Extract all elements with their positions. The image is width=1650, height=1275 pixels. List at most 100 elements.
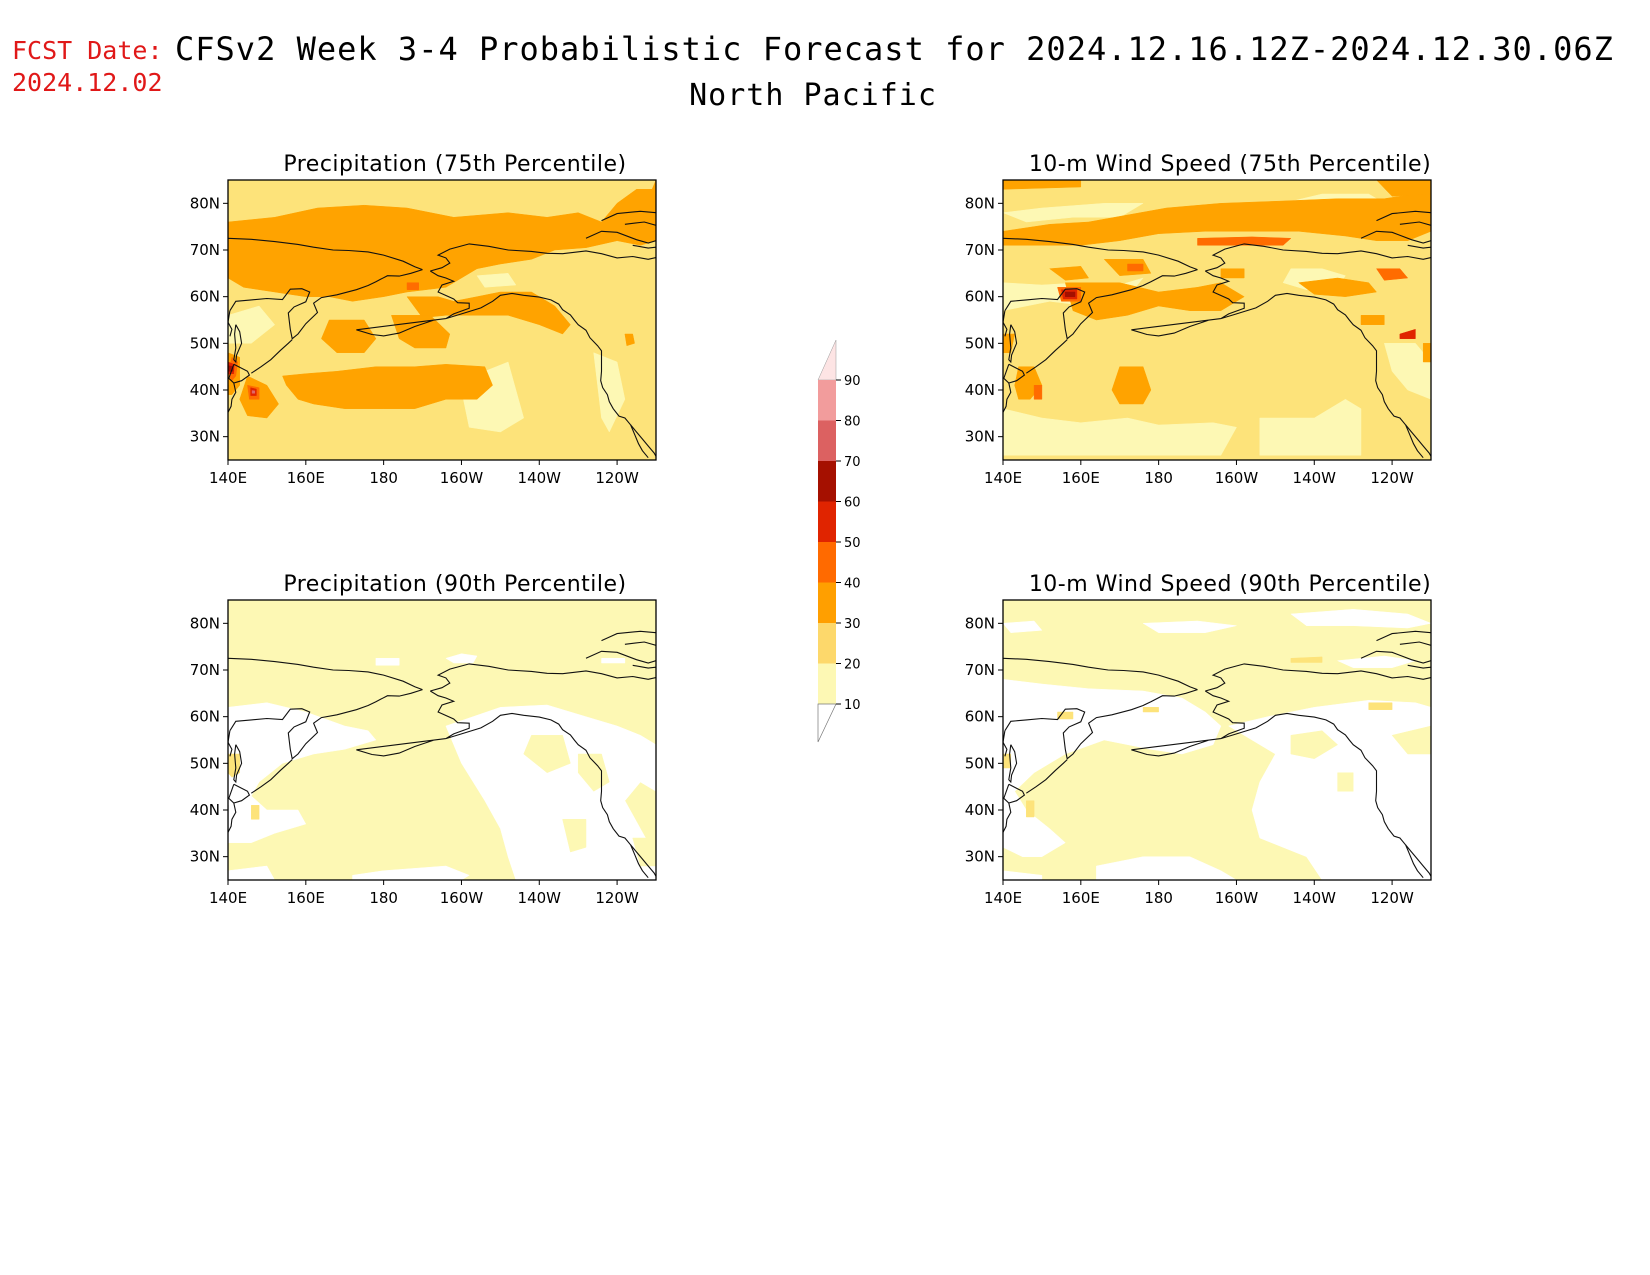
contour-patch xyxy=(1337,772,1354,792)
coastline xyxy=(228,657,423,691)
contour-patch xyxy=(375,658,400,666)
map-frame xyxy=(227,599,657,881)
contour-patch xyxy=(1391,725,1431,755)
coastline xyxy=(1131,690,1424,879)
coastline xyxy=(229,689,423,760)
map-precip-90: 80N 70N 60N 50N 40N 30N 140E 160E 180 160W 140W 120… xyxy=(190,599,657,907)
lat-tick-label: 50N xyxy=(965,754,995,772)
colorbar-swatch xyxy=(818,380,836,421)
contour-field xyxy=(1003,600,1431,880)
coastline xyxy=(228,730,233,757)
coastline xyxy=(632,664,656,669)
coastline xyxy=(1405,844,1431,877)
contour-patch xyxy=(1399,328,1416,339)
coastline xyxy=(430,663,656,692)
panel-precip-90: Precipitation (90th Percentile) 80N 70N 60… xyxy=(150,570,710,940)
coastline xyxy=(624,641,656,646)
lat-tick-label: 80N xyxy=(965,614,995,632)
lon-tick-label: 160W xyxy=(440,889,484,907)
contour-patch xyxy=(228,180,656,302)
contour-patch xyxy=(1049,266,1090,281)
map-frame xyxy=(1002,599,1432,881)
lon-tick-label: 140W xyxy=(1293,889,1337,907)
coastline xyxy=(1376,630,1431,642)
lon-tick-label: 140E xyxy=(984,889,1022,907)
contour-patch xyxy=(1360,315,1385,325)
contour-patch xyxy=(1026,800,1035,818)
panel-title: 10-m Wind Speed (75th Percentile) xyxy=(1028,152,1432,177)
lat-tick-label: 30N xyxy=(190,848,220,866)
lon-tick-label: 160E xyxy=(287,469,325,487)
coastline xyxy=(1025,339,1068,374)
coastline xyxy=(233,744,243,784)
coastline xyxy=(356,690,649,879)
panel-wind-75: 10-m Wind Speed (75th Percentile) 80N 70N… xyxy=(925,150,1485,520)
contour-patch xyxy=(251,390,256,394)
contour-patch xyxy=(476,273,517,288)
coastline xyxy=(1376,210,1431,222)
contour-patch xyxy=(1383,343,1431,400)
contour-patch xyxy=(1003,679,1222,857)
panel-wind-90: 10-m Wind Speed (90th Percentile) 80N 70N… xyxy=(925,570,1485,940)
contour-patch xyxy=(1003,203,1145,223)
lat-tick-label: 80N xyxy=(190,614,220,632)
contour-patch xyxy=(445,653,478,664)
contour-patch xyxy=(251,805,260,820)
coastline xyxy=(1131,270,1424,459)
colorbar-swatch xyxy=(818,501,836,542)
contour-patch xyxy=(282,364,493,409)
region-subtitle: North Pacific xyxy=(689,78,937,113)
colorbar-label: 40 xyxy=(844,577,861,592)
contour-patch xyxy=(1003,333,1016,353)
contour-patch xyxy=(1003,180,1082,190)
lat-tick-label: 70N xyxy=(965,241,995,259)
contour-patch xyxy=(1376,180,1431,197)
contour-patch xyxy=(1422,343,1431,363)
coastline xyxy=(1399,641,1431,646)
lon-tick-label: 180 xyxy=(369,889,398,907)
coastline xyxy=(1004,689,1198,760)
contour-patch xyxy=(321,319,377,353)
lon-tick-label: 120W xyxy=(1370,889,1414,907)
lat-tick-label: 60N xyxy=(190,288,220,306)
contour-field xyxy=(228,600,656,880)
contour-field xyxy=(1003,180,1431,460)
coastline xyxy=(585,230,656,244)
contour-patch xyxy=(523,735,571,773)
lon-tick-label: 140W xyxy=(1293,469,1337,487)
contour-patch xyxy=(1003,184,1431,246)
coastline xyxy=(1008,324,1018,364)
contour-patch xyxy=(228,865,275,880)
coastline xyxy=(1003,310,1008,337)
lat-tick-label: 50N xyxy=(190,754,220,772)
lon-tick-label: 140E xyxy=(209,889,247,907)
colorbar-label: 70 xyxy=(844,455,861,470)
panel-title: 10-m Wind Speed (90th Percentile) xyxy=(1028,572,1432,597)
contour-patch xyxy=(1003,620,1043,633)
contour-patch xyxy=(406,282,419,290)
colorbar-swatch xyxy=(818,663,836,704)
panel-title: Precipitation (75th Percentile) xyxy=(283,152,627,177)
lat-tick-label: 40N xyxy=(965,801,995,819)
coastline xyxy=(585,650,656,664)
panel-precip-75: Precipitation (75th Percentile) 80N 70N 60… xyxy=(150,150,710,520)
forecast-date-value: 2024.12.02 xyxy=(12,68,163,97)
coastline xyxy=(1025,759,1068,794)
contour-patch xyxy=(1228,700,1431,880)
contour-patch xyxy=(601,658,626,664)
coastline xyxy=(1360,650,1431,664)
colorbar-swatch xyxy=(818,623,836,664)
coastline xyxy=(1405,424,1431,457)
contour-patch xyxy=(1290,730,1339,759)
coastline xyxy=(1205,663,1431,692)
lat-tick-label: 70N xyxy=(965,661,995,679)
contour-patch xyxy=(1290,609,1431,629)
lat-tick-label: 80N xyxy=(190,194,220,212)
colorbar-label: 10 xyxy=(844,698,861,713)
map-wind-75: 80N 70N 60N 50N 40N 30N 140E 160E 180 160W 140W 120… xyxy=(965,179,1432,487)
colorbar-swatch xyxy=(818,461,836,502)
lon-tick-label: 160W xyxy=(1215,889,1259,907)
contour-patch xyxy=(228,702,377,843)
lon-tick-label: 140E xyxy=(984,469,1022,487)
contour-patch xyxy=(228,753,240,778)
